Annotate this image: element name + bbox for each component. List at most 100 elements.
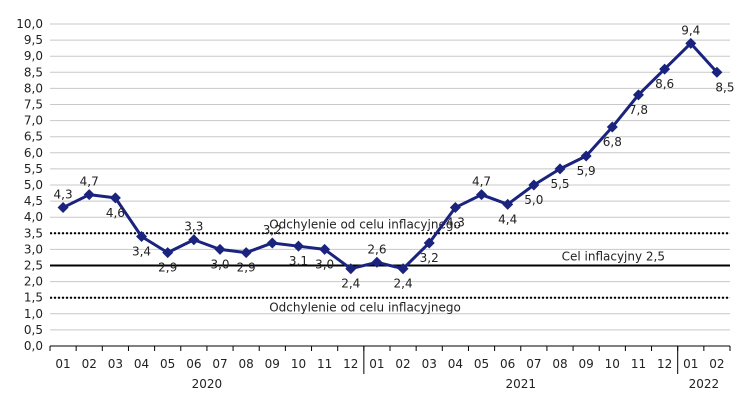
data-point <box>632 89 644 101</box>
data-point <box>371 256 383 268</box>
year-label: 2020 <box>192 377 223 391</box>
x-tick-label: 02 <box>709 357 724 371</box>
data-point <box>580 150 592 162</box>
x-tick-label: 12 <box>343 357 358 371</box>
data-label: 2,9 <box>158 261 177 275</box>
data-point <box>685 37 697 49</box>
data-label: 3,3 <box>184 220 203 234</box>
data-label: 3,2 <box>420 251 439 265</box>
year-labels: 2020 2021 2022 <box>192 346 719 391</box>
y-tick-label: 8,0 <box>24 81 43 95</box>
series-line-path <box>62 41 719 271</box>
data-point <box>606 121 618 133</box>
y-tick-label: 0,5 <box>24 323 43 337</box>
data-point <box>319 243 331 255</box>
data-label: 2,9 <box>237 261 256 275</box>
series-line <box>62 41 719 271</box>
y-tick-label: 1,5 <box>24 291 43 305</box>
y-tick-label: 6,5 <box>24 130 43 144</box>
data-label: 3,4 <box>132 245 151 259</box>
x-tick-label: 06 <box>500 357 515 371</box>
deviation-label: Odchylenie od celu inflacyjnego <box>269 301 461 315</box>
x-tick-label: 09 <box>579 357 594 371</box>
data-label: 5,0 <box>524 193 543 207</box>
x-tick-label: 06 <box>186 357 201 371</box>
data-label: 3,0 <box>210 257 229 271</box>
x-tick-label: 01 <box>369 357 384 371</box>
data-point <box>188 234 200 246</box>
data-point <box>659 63 671 75</box>
data-point <box>214 243 226 255</box>
y-tick-label: 8,5 <box>24 65 43 79</box>
y-tick-label: 7,5 <box>24 98 43 112</box>
y-tick-label: 4,0 <box>24 210 43 224</box>
y-tick-label: 6,0 <box>24 146 43 160</box>
data-point <box>162 247 174 259</box>
data-label: 7,8 <box>629 103 648 117</box>
data-point <box>397 263 409 275</box>
deviation-label: Odchylenie od celu inflacyjnego <box>269 217 461 231</box>
data-label: 4,3 <box>54 188 73 202</box>
data-point <box>240 247 252 259</box>
data-point <box>423 237 435 249</box>
data-label: 9,4 <box>681 23 700 37</box>
x-tick-label: 02 <box>82 357 97 371</box>
y-tick-label: 1,0 <box>24 307 43 321</box>
reference-lines: Cel inflacyjny 2,5 Odchylenie od celu inf… <box>50 217 730 315</box>
x-tick-label: 08 <box>552 357 567 371</box>
data-point <box>109 192 121 204</box>
x-tick-label: 11 <box>631 357 646 371</box>
data-label: 3,1 <box>289 254 308 268</box>
data-point <box>476 189 488 201</box>
data-point <box>136 231 148 243</box>
y-tick-label: 3,0 <box>24 242 43 256</box>
data-labels: 4,3 4,7 4,6 3,4 2,9 3,3 3,0 2,9 3,2 3,1 3,0 2,4 2,6 2… <box>54 23 735 290</box>
year-label: 2022 <box>689 377 720 391</box>
x-tick-label: 08 <box>239 357 254 371</box>
data-label: 4,6 <box>106 206 125 220</box>
data-label: 3,2 <box>263 223 282 237</box>
x-tick-label: 03 <box>108 357 123 371</box>
data-label: 2,4 <box>341 277 360 291</box>
data-label: 8,5 <box>715 80 734 94</box>
data-point <box>57 202 69 214</box>
data-point <box>292 240 304 252</box>
data-point <box>345 263 357 275</box>
y-tick-label: 9,5 <box>24 33 43 47</box>
x-tick-label: 10 <box>291 357 306 371</box>
year-label: 2021 <box>505 377 536 391</box>
data-label: 8,6 <box>655 77 674 91</box>
y-tick-label: 5,0 <box>24 178 43 192</box>
data-label: 4,7 <box>80 175 99 189</box>
y-tick-label: 3,5 <box>24 226 43 240</box>
data-point <box>711 66 723 78</box>
x-tick-label: 03 <box>422 357 437 371</box>
data-points <box>57 37 723 275</box>
data-point <box>502 198 514 210</box>
data-point <box>554 163 566 175</box>
y-axis-ticks: 0,0 0,5 1,0 1,5 2,0 2,5 3,0 3,5 4,0 4,5 5,0 5,5 6,0 6… <box>16 17 43 353</box>
x-tick-label: 01 <box>55 357 70 371</box>
y-tick-label: 2,0 <box>24 275 43 289</box>
data-label: 4,4 <box>498 212 517 226</box>
grid-lines <box>50 23 730 331</box>
x-tick-label: 09 <box>265 357 280 371</box>
y-tick-label: 0,0 <box>24 339 43 353</box>
x-tick-label: 02 <box>395 357 410 371</box>
data-label: 5,9 <box>577 164 596 178</box>
x-axis-ticks: 01 02 03 04 05 06 07 08 09 10 11 12 01 02 03 04 05 06 07 08… <box>49 346 731 371</box>
y-tick-label: 2,5 <box>24 259 43 273</box>
data-point <box>528 179 540 191</box>
x-tick-label: 07 <box>212 357 227 371</box>
data-point <box>83 189 95 201</box>
y-tick-label: 7,0 <box>24 114 43 128</box>
data-label: 4,3 <box>446 216 465 230</box>
data-label: 6,8 <box>603 135 622 149</box>
x-tick-label: 04 <box>448 357 463 371</box>
data-label: 3,0 <box>315 257 334 271</box>
x-tick-label: 05 <box>474 357 489 371</box>
x-tick-label: 11 <box>317 357 332 371</box>
data-label: 5,5 <box>550 177 569 191</box>
data-label: 2,4 <box>394 277 413 291</box>
